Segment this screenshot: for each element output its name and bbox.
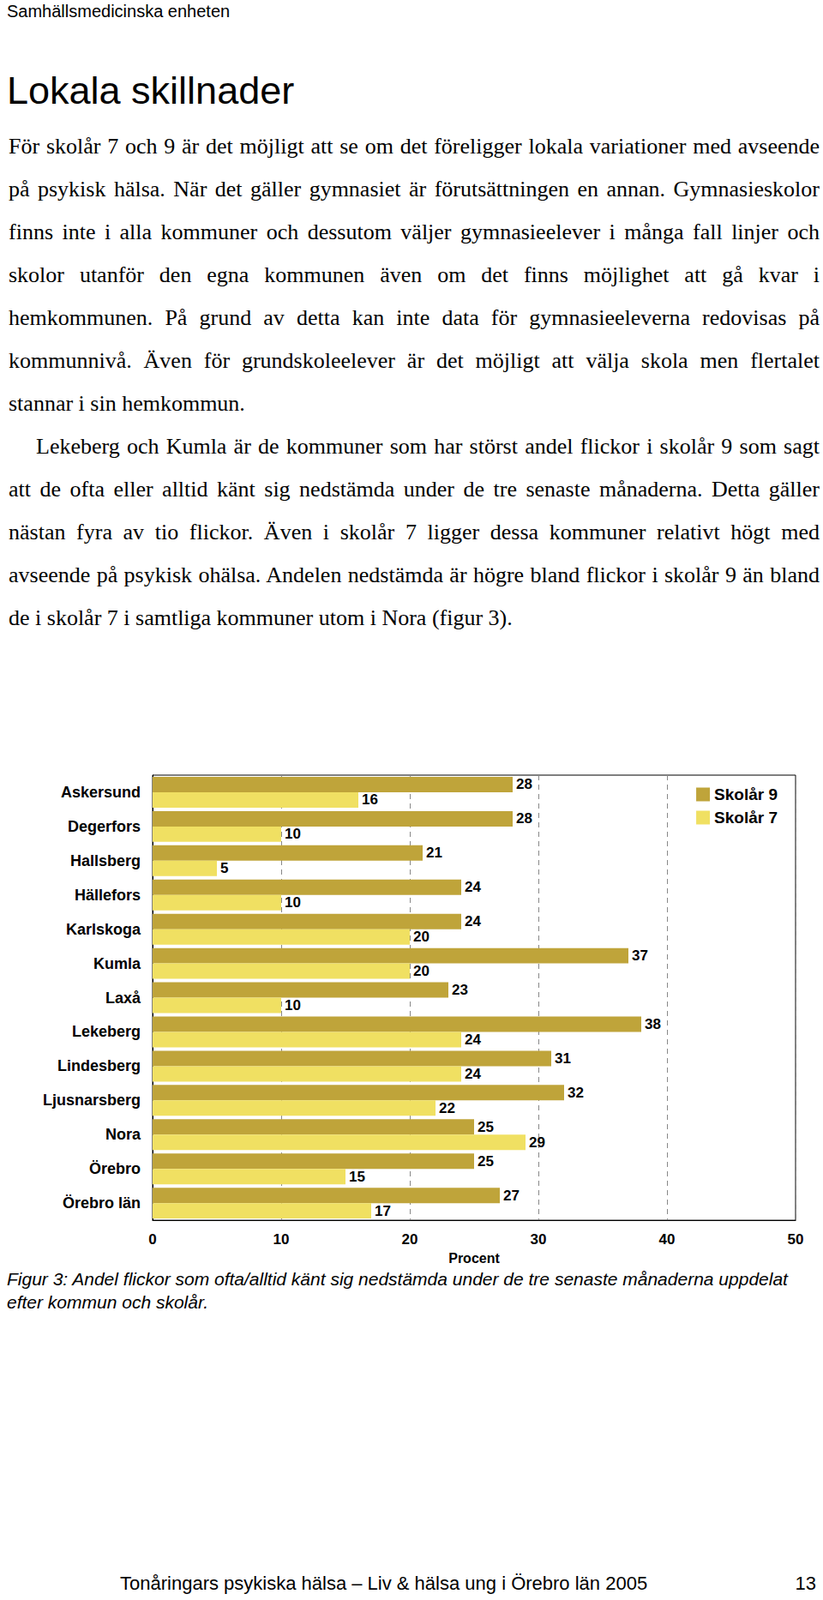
svg-text:31: 31: [554, 1050, 571, 1067]
svg-text:16: 16: [361, 791, 379, 808]
html-text:Lekeberg och Kumla är de kommu: Lekeberg och Kumla är de kommuner som ha…: [8, 433, 820, 631]
html-text:Samhällsmedicinska enheten: Samhällsmedicinska enheten: [6, 1, 230, 21]
svg-text:40: 40: [659, 1231, 676, 1248]
svg-text:20: 20: [413, 962, 430, 980]
svg-text:Laxå: Laxå: [105, 989, 142, 1007]
svg-text:Hallsberg: Hallsberg: [70, 852, 141, 870]
svg-text:Skolår 7: Skolår 7: [714, 808, 778, 827]
svg-text:24: 24: [464, 1065, 481, 1082]
svg-text:Lindesberg: Lindesberg: [57, 1057, 141, 1075]
svg-text:25: 25: [477, 1153, 494, 1170]
svg-text:29: 29: [528, 1134, 546, 1151]
svg-text:20: 20: [402, 1231, 419, 1248]
svg-text:20: 20: [413, 928, 430, 945]
svg-text:24: 24: [464, 913, 481, 930]
html-text:Figur 3: Andel flickor som oft: Figur 3: Andel flickor som ofta/alltid k…: [6, 1268, 788, 1312]
svg-text:Degerfors: Degerfors: [67, 817, 141, 836]
svg-text:Askersund: Askersund: [60, 783, 141, 801]
svg-text:21: 21: [426, 844, 443, 861]
svg-text:Nora: Nora: [105, 1125, 142, 1143]
html-text:Lokala skillnader: Lokala skillnader: [6, 68, 295, 113]
svg-text:Kumla: Kumla: [93, 955, 142, 973]
svg-text:Procent: Procent: [448, 1250, 500, 1266]
svg-text:24: 24: [464, 1031, 481, 1048]
svg-text:32: 32: [567, 1084, 584, 1101]
svg-text:Ljusnarsberg: Ljusnarsberg: [42, 1091, 141, 1109]
svg-text:Örebro län: Örebro län: [62, 1194, 141, 1212]
svg-text:22: 22: [438, 1099, 456, 1117]
svg-text:30: 30: [530, 1231, 547, 1248]
svg-text:23: 23: [451, 981, 469, 998]
svg-text:37: 37: [631, 947, 649, 964]
html-text:Tonåringars psykiska hälsa – L: Tonåringars psykiska hälsa – Liv & hälsa…: [120, 1572, 648, 1594]
svg-text:25: 25: [477, 1118, 494, 1136]
svg-text:10: 10: [284, 894, 301, 911]
svg-text:10: 10: [284, 997, 301, 1014]
svg-text:Karlskoga: Karlskoga: [66, 920, 142, 938]
svg-text:28: 28: [516, 810, 533, 827]
svg-text:17: 17: [374, 1202, 391, 1220]
svg-text:38: 38: [644, 1015, 661, 1033]
svg-text:50: 50: [787, 1231, 805, 1248]
svg-text:24: 24: [464, 878, 481, 896]
svg-text:5: 5: [220, 859, 229, 877]
html-text:13: 13: [795, 1572, 817, 1594]
svg-text:10: 10: [273, 1231, 290, 1248]
html-text:För skolår 7 och 9 är det möjl: För skolår 7 och 9 är det möjligt att se…: [8, 133, 820, 416]
svg-text:28: 28: [516, 775, 533, 793]
svg-text:0: 0: [148, 1231, 157, 1248]
svg-text:15: 15: [348, 1168, 366, 1185]
svg-text:Lekeberg: Lekeberg: [72, 1022, 141, 1040]
svg-text:10: 10: [284, 825, 301, 842]
svg-text:Örebro: Örebro: [89, 1159, 141, 1178]
svg-text:27: 27: [503, 1187, 520, 1204]
svg-text:Hällefors: Hällefors: [74, 886, 141, 904]
svg-text:Skolår 9: Skolår 9: [714, 785, 778, 804]
